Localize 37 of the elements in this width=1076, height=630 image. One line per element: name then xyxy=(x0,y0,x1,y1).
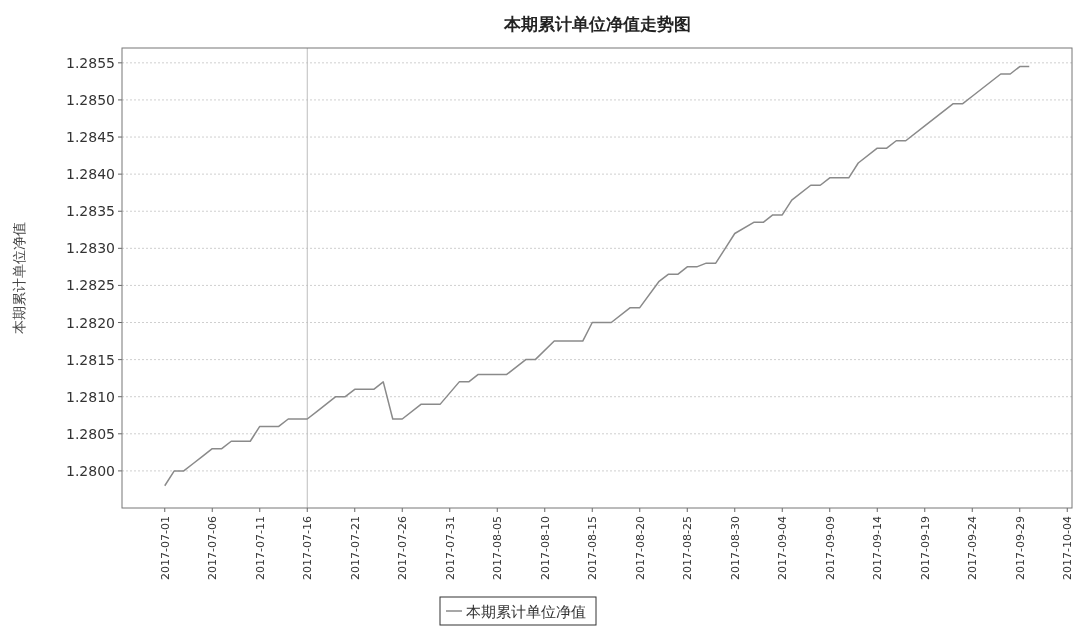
y-tick-label: 1.2805 xyxy=(66,425,115,442)
y-tick-label: 1.2835 xyxy=(66,203,115,220)
x-tick-label: 2017-09-24 xyxy=(966,516,980,580)
y-tick-label: 1.2830 xyxy=(66,240,115,257)
x-tick-label: 2017-09-09 xyxy=(823,516,837,580)
x-tick-label: 2017-07-11 xyxy=(253,516,267,580)
y-tick-label: 1.2820 xyxy=(66,314,115,331)
y-tick-label: 1.2845 xyxy=(66,129,115,146)
x-tick-label: 2017-07-21 xyxy=(348,516,362,580)
x-tick-label: 2017-09-29 xyxy=(1013,516,1027,580)
x-tick-label: 2017-07-01 xyxy=(158,516,172,580)
chart-title: 本期累计单位净值走势图 xyxy=(502,14,691,34)
y-tick-label: 1.2850 xyxy=(66,91,115,108)
legend: 本期累计单位净值 xyxy=(439,596,597,626)
x-tick-label: 2017-08-25 xyxy=(681,516,695,580)
y-tick-label: 1.2800 xyxy=(66,462,115,479)
x-tick-label: 2017-09-04 xyxy=(776,516,790,580)
x-tick-label: 2017-10-04 xyxy=(1061,516,1075,580)
legend-label: 本期累计单位净值 xyxy=(466,603,586,621)
x-tick-label: 2017-09-14 xyxy=(871,516,885,580)
line-series xyxy=(164,65,1030,487)
y-tick-label: 1.2815 xyxy=(66,351,115,368)
y-tick-label: 1.2825 xyxy=(66,277,115,294)
x-tick-label: 2017-07-06 xyxy=(206,516,220,580)
x-tick-label: 2017-08-30 xyxy=(728,516,742,580)
x-tick-label: 2017-07-16 xyxy=(301,516,315,580)
y-tick-label: 1.2855 xyxy=(66,54,115,71)
x-tick-label: 2017-09-19 xyxy=(918,516,932,580)
x-tick-label: 2017-08-15 xyxy=(586,516,600,580)
y-axis-title: 本期累计单位净值 xyxy=(11,222,27,334)
y-tick-label: 1.2810 xyxy=(66,388,115,405)
x-tick-label: 2017-07-31 xyxy=(443,516,457,580)
x-tick-label: 2017-08-05 xyxy=(491,516,505,580)
x-tick-label: 2017-08-20 xyxy=(633,516,647,580)
x-tick-label: 2017-08-10 xyxy=(538,516,552,580)
y-tick-label: 1.2840 xyxy=(66,166,115,183)
x-tick-label: 2017-07-26 xyxy=(396,516,410,580)
